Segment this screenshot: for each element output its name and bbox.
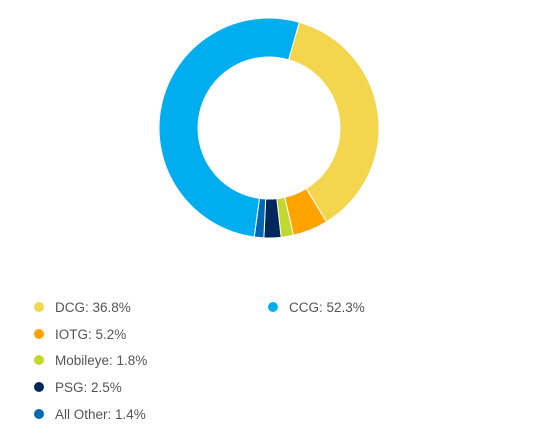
legend-marker-ccg	[268, 302, 278, 312]
legend-item-psg[interactable]: PSG: 2.5%	[34, 378, 122, 396]
legend-marker-dcg	[34, 302, 44, 312]
legend-label-all-other: All Other: 1.4%	[55, 406, 146, 422]
legend-item-all-other[interactable]: All Other: 1.4%	[34, 405, 146, 423]
legend-label-ccg: CCG: 52.3%	[289, 299, 365, 315]
legend-marker-psg	[34, 382, 44, 392]
legend-label-iotg: IOTG: 5.2%	[55, 326, 127, 342]
legend-item-iotg[interactable]: IOTG: 5.2%	[34, 325, 126, 343]
legend-item-mobileye[interactable]: Mobileye: 1.8%	[34, 351, 147, 369]
legend-item-ccg[interactable]: CCG: 52.3%	[268, 298, 365, 316]
legend-item-dcg[interactable]: DCG: 36.8%	[34, 298, 131, 316]
donut-slice-ccg[interactable]	[158, 17, 300, 238]
legend-marker-all-other	[34, 409, 44, 419]
legend-marker-iotg	[34, 329, 44, 339]
donut-slice-dcg[interactable]	[287, 21, 380, 223]
legend-label-psg: PSG: 2.5%	[55, 379, 122, 395]
legend-marker-mobileye	[34, 355, 44, 365]
legend-label-mobileye: Mobileye: 1.8%	[55, 352, 148, 368]
legend-label-dcg: DCG: 36.8%	[55, 299, 131, 315]
